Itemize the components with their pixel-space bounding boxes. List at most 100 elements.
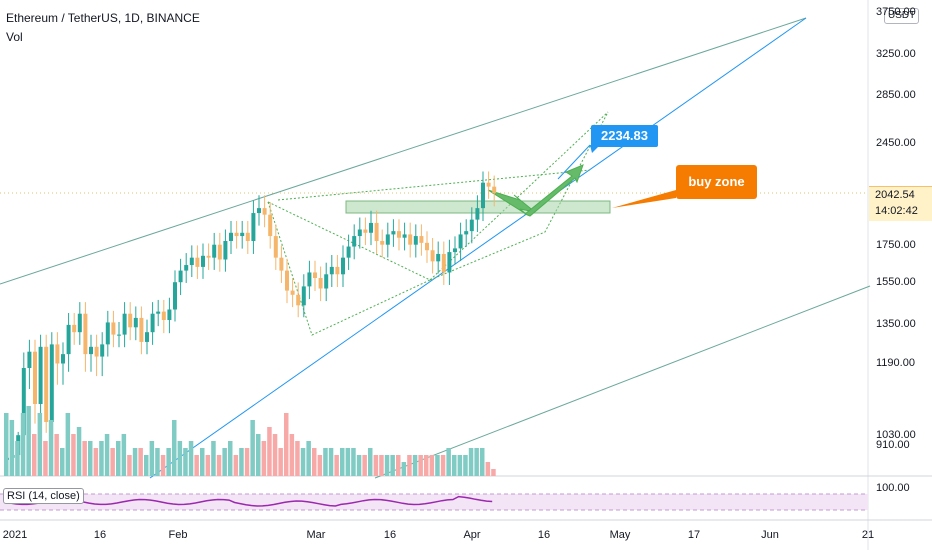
candle[interactable] [313,272,317,278]
candle[interactable] [83,313,88,355]
candle[interactable] [206,255,211,258]
candle[interactable] [374,222,379,241]
candle[interactable] [307,272,312,287]
candle[interactable] [346,246,351,258]
y-tick-label: 1030.00 [876,429,916,441]
candle[interactable] [161,311,166,320]
candle[interactable] [212,244,217,258]
candle[interactable] [296,294,301,306]
candle[interactable] [385,234,390,245]
candle[interactable] [55,344,60,364]
candle[interactable] [195,257,200,267]
candle[interactable] [173,282,177,310]
volume-bar [485,462,491,476]
candle[interactable] [117,334,121,336]
candle[interactable] [105,322,110,345]
volume-bar [200,448,205,476]
candle[interactable] [357,229,362,237]
candle[interactable] [475,208,480,220]
candle[interactable] [380,241,385,245]
candle[interactable] [21,368,26,436]
candle[interactable] [469,219,474,232]
candle[interactable] [335,266,340,275]
candle[interactable] [49,344,54,422]
target-price-label[interactable]: 2234.83 [591,125,658,147]
candle[interactable] [413,236,418,245]
candle[interactable] [402,234,407,238]
buy-zone-label[interactable]: buy zone [676,165,757,199]
candle[interactable] [329,266,334,275]
candle[interactable] [240,232,245,237]
candle[interactable] [441,253,446,273]
candle[interactable] [363,229,368,233]
candle[interactable] [66,324,71,355]
candle[interactable] [245,232,250,241]
candle[interactable] [262,208,267,215]
candle[interactable] [201,255,205,267]
candle[interactable] [486,182,491,187]
candle[interactable] [425,242,429,251]
candle[interactable] [419,236,424,243]
candle[interactable] [453,248,457,253]
candle[interactable] [464,231,469,235]
candle[interactable] [285,270,289,291]
candle[interactable] [217,244,222,260]
candle[interactable] [33,351,37,404]
candle[interactable] [139,317,144,342]
candle[interactable] [189,257,194,266]
candle[interactable] [436,253,441,262]
candle[interactable] [184,265,189,271]
candle[interactable] [397,231,401,238]
candle[interactable] [111,322,116,335]
candle[interactable] [133,317,138,328]
candle[interactable] [94,346,99,357]
candle[interactable] [178,270,183,283]
last-price: 2042.54 [875,189,915,201]
candle[interactable] [122,313,127,335]
volume-bar [183,448,188,476]
candle[interactable] [156,311,161,314]
candle[interactable] [145,332,149,342]
candle[interactable] [391,231,396,235]
rsi-label[interactable]: RSI (14, close) [3,488,84,504]
candle[interactable] [61,354,65,364]
candle[interactable] [279,257,284,271]
volume-bar [457,455,463,476]
volume-bar [328,448,334,476]
volume-bar [82,441,87,476]
candle[interactable] [229,232,233,241]
volume-bar [104,434,110,476]
candle[interactable] [234,232,239,237]
candle[interactable] [72,324,77,333]
candle[interactable] [44,346,49,422]
candle[interactable] [89,346,93,355]
candle[interactable] [341,257,345,275]
candle[interactable] [27,351,32,368]
candle[interactable] [408,234,413,245]
candle[interactable] [150,313,155,333]
candle[interactable] [318,278,323,289]
candle[interactable] [38,346,43,404]
candle[interactable] [458,234,463,249]
candle[interactable] [492,186,497,193]
candle[interactable] [481,182,485,209]
candle[interactable] [223,241,228,260]
candle[interactable] [273,236,278,258]
candle[interactable] [352,236,357,247]
candle[interactable] [268,214,273,237]
volume-bar [440,455,446,476]
candle[interactable] [447,252,452,273]
candle[interactable] [290,290,295,295]
candle[interactable] [324,274,329,289]
candle[interactable] [301,286,306,306]
currency-button[interactable]: USDT [884,8,920,24]
candle[interactable] [77,313,82,333]
candle[interactable] [430,250,435,262]
candle[interactable] [369,222,373,233]
candle[interactable] [251,213,256,241]
candle[interactable] [128,313,133,328]
candle[interactable] [257,208,261,214]
candle[interactable] [100,344,105,357]
candle[interactable] [167,309,172,321]
